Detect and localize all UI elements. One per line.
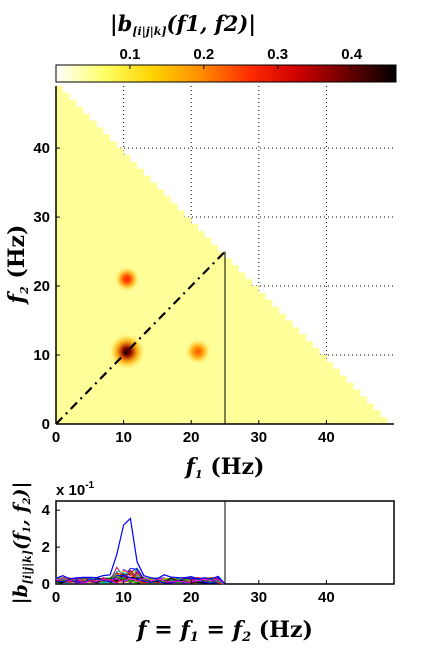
slice-x-label: f = f1 = f2 (Hz) — [135, 617, 313, 645]
diagonal-line — [55, 250, 226, 425]
slice-y-tick-2: 4 — [42, 502, 51, 519]
slice-plot: x 10-1 0 10 20 30 40 024 |b[i|j|k](f1, f2)| … — [10, 480, 395, 645]
peak-core-1 — [123, 276, 130, 283]
colorbar-tick-2: 0.3 — [267, 46, 288, 63]
slice-series-36 — [55, 571, 226, 585]
main-x-label: f1 (Hz) — [184, 454, 265, 481]
colorbar-title: |b[i|j|k](f1, f2)| — [110, 11, 256, 38]
main-y-tick-1: 10 — [33, 347, 50, 364]
slice-x-tick-0: 0 — [52, 589, 60, 606]
main-x-tick-0: 0 — [52, 429, 60, 446]
main-x-tick-1: 10 — [115, 429, 132, 446]
slice-x-tick-4: 40 — [318, 589, 335, 606]
main-x-tick-2: 20 — [183, 429, 200, 446]
slice-y-label: |b[i|j|k](f1, f2)| — [10, 482, 34, 605]
colorbar-title-b: b — [118, 11, 133, 36]
slice-x-tick-2: 20 — [183, 589, 200, 606]
slice-series-39 — [55, 577, 226, 585]
colorbar-tick-3: 0.4 — [341, 46, 363, 63]
main-y-tick-2: 20 — [33, 278, 50, 295]
colorbar: |b[i|j|k](f1, f2)| 0.1 0.2 0.3 0.4 — [55, 11, 397, 83]
colorbar-title-bar-left: | — [110, 11, 118, 36]
colorbar-gradient-bar — [55, 64, 397, 83]
peak-core-0 — [121, 346, 132, 357]
slice-x-tick-3: 30 — [250, 589, 267, 606]
main-y-tick-4: 40 — [33, 140, 50, 157]
main-x-tick-3: 30 — [250, 429, 267, 446]
colorbar-title-bar-right: | — [248, 11, 256, 36]
main-y-ticks: 0 10 20 30 40 — [33, 140, 60, 433]
main-x-tick-4: 40 — [318, 429, 335, 446]
slice-series-highlight — [55, 517, 226, 585]
peak-core-2 — [194, 348, 201, 355]
bicoherence-plot: 0 10 20 30 40 0 10 20 30 40 f1 (Hz) f2 (Hz) — [4, 86, 394, 481]
colorbar-tick-0: 0.1 — [119, 46, 140, 63]
main-x-ticks: 0 10 20 30 40 — [52, 420, 335, 446]
slice-x-tick-1: 10 — [115, 589, 132, 606]
slice-y-tick-0: 0 — [42, 576, 50, 593]
slice-y-ticks: 0 2 4 — [42, 502, 60, 593]
main-y-tick-0: 0 — [42, 416, 50, 433]
main-y-label: f2 (Hz) — [4, 225, 31, 306]
multiplier-label: x 10-1 — [56, 480, 95, 499]
colorbar-title-args: (f1, f2) — [167, 11, 249, 36]
colorbar-tick-1: 0.2 — [193, 46, 214, 63]
colorbar-ticks: 0.1 0.2 0.3 0.4 — [119, 46, 363, 69]
slice-x-ticks: 0 10 20 30 40 — [52, 580, 335, 606]
main-y-tick-3: 30 — [33, 209, 50, 226]
colorbar-title-subscript: [i|j|k] — [132, 25, 166, 38]
slice-y-tick-1: 2 — [42, 539, 50, 556]
slice-series-layer — [55, 517, 226, 585]
